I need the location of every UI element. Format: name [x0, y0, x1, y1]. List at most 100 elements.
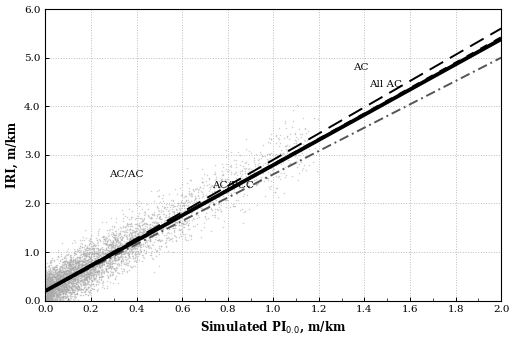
Point	[75, 257, 83, 263]
Point	[42, 272, 50, 278]
Point	[108, 248, 116, 253]
Point	[119, 211, 128, 217]
Point	[48, 266, 57, 271]
Point	[90, 275, 98, 281]
Point	[209, 199, 217, 205]
Point	[109, 238, 117, 243]
Point	[87, 255, 95, 260]
Point	[124, 253, 132, 258]
Point	[145, 224, 153, 229]
Point	[130, 242, 139, 248]
Point	[150, 269, 158, 274]
Point	[88, 245, 96, 250]
Point	[64, 283, 72, 288]
Point	[207, 183, 215, 188]
Point	[130, 245, 138, 250]
Point	[59, 277, 67, 282]
Point	[111, 238, 119, 243]
Point	[45, 286, 54, 292]
Point	[45, 276, 54, 281]
Point	[90, 251, 98, 256]
Point	[232, 178, 240, 183]
Point	[264, 178, 272, 183]
Point	[53, 284, 61, 290]
Point	[61, 288, 70, 294]
Point	[57, 272, 65, 278]
Point	[198, 179, 207, 184]
Point	[72, 272, 80, 277]
Point	[80, 284, 89, 290]
Point	[55, 268, 63, 274]
Point	[144, 233, 152, 238]
Point	[183, 219, 192, 225]
Point	[81, 261, 90, 266]
Point	[213, 182, 221, 187]
Point	[45, 264, 53, 269]
Point	[71, 284, 79, 289]
Point	[125, 252, 133, 257]
Point	[72, 273, 80, 279]
Point	[45, 285, 54, 290]
Point	[131, 252, 139, 258]
Point	[101, 250, 110, 255]
Point	[82, 254, 90, 260]
Point	[74, 273, 82, 279]
Point	[60, 289, 68, 294]
Point	[114, 238, 122, 243]
Point	[163, 231, 171, 236]
Point	[99, 251, 107, 256]
Point	[74, 283, 82, 289]
Point	[50, 280, 58, 286]
Point	[140, 255, 148, 261]
Point	[190, 188, 198, 194]
Point	[214, 215, 222, 220]
Point	[74, 259, 82, 264]
Point	[100, 255, 108, 261]
Point	[220, 218, 229, 224]
Point	[44, 296, 52, 301]
Point	[125, 233, 133, 239]
Point	[42, 288, 50, 293]
Point	[78, 264, 87, 269]
Point	[252, 176, 260, 182]
Point	[83, 264, 92, 270]
Point	[157, 216, 165, 221]
Point	[72, 266, 80, 272]
Point	[49, 282, 57, 287]
Point	[173, 215, 181, 221]
Point	[53, 273, 61, 278]
Point	[181, 203, 190, 208]
Point	[85, 261, 94, 267]
Point	[87, 264, 95, 270]
Point	[71, 250, 79, 255]
Point	[112, 232, 121, 237]
Point	[77, 258, 85, 264]
Point	[52, 289, 60, 294]
Point	[66, 286, 75, 292]
Point	[59, 280, 67, 285]
Point	[107, 270, 115, 275]
Point	[47, 288, 56, 294]
Point	[72, 285, 80, 291]
Point	[52, 273, 60, 279]
Point	[123, 240, 131, 245]
Point	[59, 279, 67, 284]
Point	[249, 169, 258, 175]
Point	[44, 276, 53, 281]
Point	[106, 262, 114, 268]
Point	[48, 290, 56, 296]
Point	[44, 295, 52, 301]
Point	[144, 231, 152, 236]
Point	[56, 279, 64, 284]
Point	[44, 298, 52, 303]
Point	[51, 281, 59, 287]
Point	[95, 268, 103, 274]
Point	[46, 268, 54, 273]
Point	[256, 150, 265, 155]
Point	[50, 292, 59, 297]
Point	[116, 235, 125, 241]
Point	[72, 280, 80, 286]
Point	[136, 219, 145, 224]
Point	[74, 273, 82, 279]
Point	[75, 278, 83, 283]
